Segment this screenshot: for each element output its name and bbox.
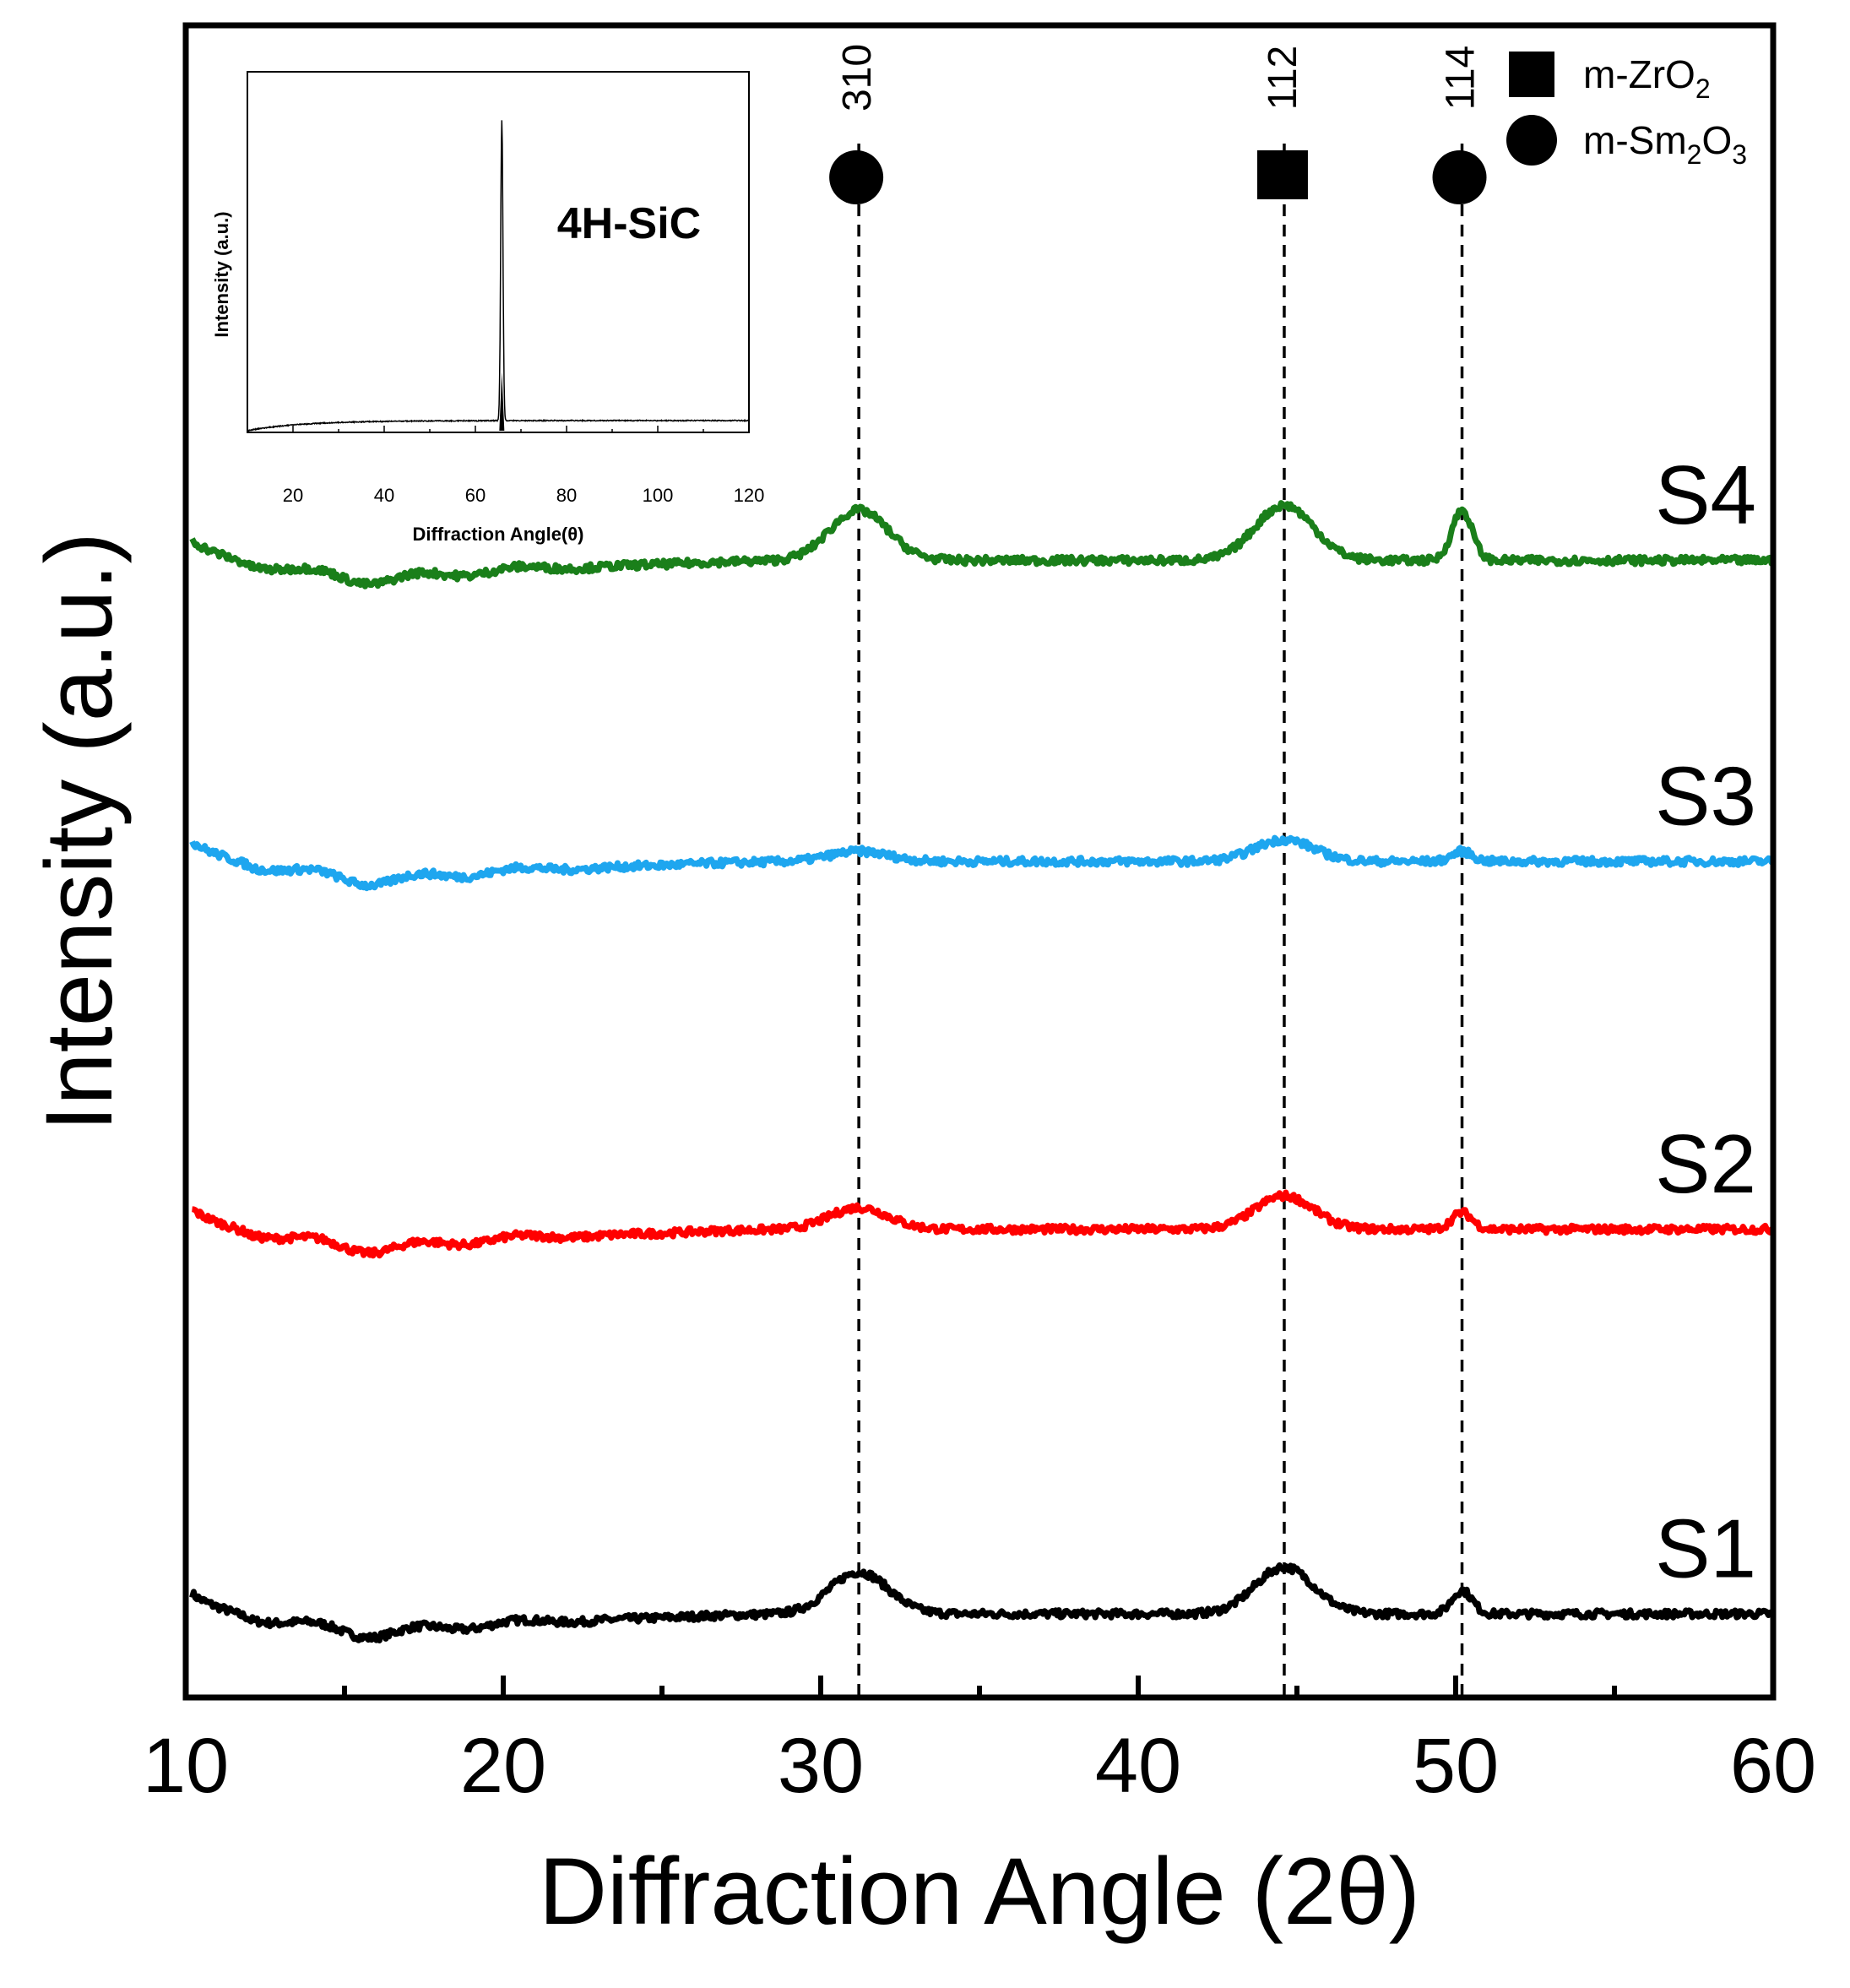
peak-label-112: 112: [1261, 46, 1305, 111]
series-label-s1: S1: [1655, 1502, 1756, 1594]
inset-tick-label-80: 80: [556, 485, 577, 506]
circle-marker-114: [1432, 150, 1487, 204]
inset-peak-base: [499, 372, 505, 431]
legend-text-part: O: [1701, 118, 1732, 162]
y-axis-title: Intensity (a.u.): [26, 532, 132, 1132]
x-tick-label-20: 20: [460, 1723, 546, 1809]
inset-line: [247, 120, 750, 432]
inset-y-axis-title: Intensity (a.u.): [211, 211, 232, 337]
series-label-s4: S4: [1655, 448, 1756, 541]
inset-frame: [247, 71, 750, 433]
legend-subscript: 3: [1732, 139, 1747, 170]
square-marker-112: [1256, 150, 1308, 199]
series-line-s2: [190, 1189, 1777, 1259]
x-tick-label-10: 10: [143, 1723, 229, 1809]
x-axis-ticks: 10 20 30 40 50 60: [143, 1676, 1816, 1809]
inset-tick-label-100: 100: [643, 485, 674, 506]
series-label-s2: S2: [1655, 1117, 1756, 1210]
series-label-s3: S3: [1655, 749, 1756, 842]
circle-marker-310: [829, 150, 884, 204]
legend-text-part: m-ZrO: [1583, 52, 1695, 96]
inset-chart-title: 4H-SiC: [557, 199, 701, 248]
legend-circle-icon: [1506, 115, 1557, 166]
series-line-s1: [189, 1562, 1775, 1643]
x-tick-label-40: 40: [1095, 1723, 1181, 1809]
x-axis-title: Diffraction Angle (2θ): [539, 1839, 1420, 1944]
series-line-s3: [189, 834, 1775, 892]
legend-label-0: m-ZrO2: [1583, 52, 1711, 104]
legend-label-1: m-Sm2O3: [1583, 118, 1747, 170]
legend-subscript: 2: [1695, 73, 1711, 104]
inset-tick-label-60: 60: [465, 485, 486, 506]
inset-tick-label-40: 40: [374, 485, 394, 506]
inset-chart: 20 40 60 80 100 120 Diffraction Angle(θ) Intens…: [211, 71, 765, 545]
legend-square-icon: [1509, 52, 1554, 97]
phase-markers: [829, 150, 1487, 204]
peak-label-310: 310: [835, 44, 880, 111]
peak-label-114: 114: [1439, 46, 1484, 111]
series-line-s4: [189, 500, 1775, 589]
inset-tick-label-20: 20: [283, 485, 303, 506]
legend-subscript: 2: [1687, 139, 1702, 170]
x-tick-label-60: 60: [1730, 1723, 1816, 1809]
x-tick-label-50: 50: [1413, 1723, 1499, 1809]
reference-lines: 310 112 114: [835, 44, 1484, 1697]
inset-tick-label-120: 120: [734, 485, 765, 506]
series-group: S1 S2 S3 S4: [189, 448, 1777, 1643]
legend-text-part: m-Sm: [1583, 118, 1687, 162]
inset-x-axis-title: Diffraction Angle(θ): [413, 524, 584, 545]
x-tick-label-30: 30: [778, 1723, 864, 1809]
